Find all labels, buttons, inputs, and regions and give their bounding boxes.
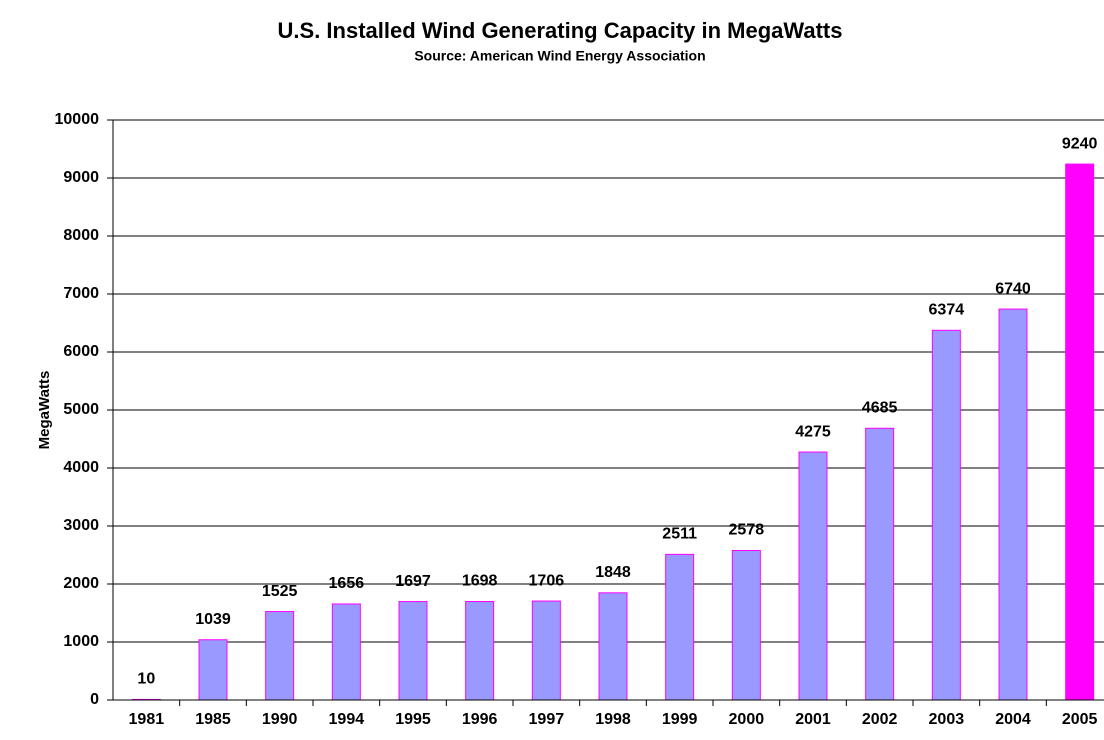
x-tick-label: 1981: [129, 711, 165, 728]
bar: [731, 549, 761, 701]
y-tick-label: 4000: [63, 459, 99, 476]
value-label: 2578: [729, 522, 765, 539]
y-tick-label: 9000: [63, 169, 99, 186]
value-label: 4685: [862, 399, 898, 416]
x-tick-label: 2002: [862, 711, 898, 728]
x-tick-label: 2005: [1062, 711, 1098, 728]
bar: [465, 601, 495, 701]
chart-title: U.S. Installed Wind Generating Capacity …: [278, 18, 843, 43]
value-label: 6740: [995, 280, 1031, 297]
value-label: 1039: [195, 611, 231, 628]
x-tick-label: 1997: [529, 711, 565, 728]
x-tick-label: 2003: [929, 711, 965, 728]
bar: [531, 600, 561, 701]
y-tick-label: 5000: [63, 401, 99, 418]
value-label: 1697: [395, 573, 431, 590]
value-label: 1698: [462, 573, 498, 590]
y-tick-label: 7000: [63, 285, 99, 302]
bar: [798, 451, 828, 701]
x-tick-label: 1990: [262, 711, 298, 728]
value-label: 1525: [262, 583, 298, 600]
value-label: 1656: [329, 575, 365, 592]
x-tick-label: 1995: [395, 711, 431, 728]
value-label: 10: [137, 671, 155, 688]
y-tick-label: 3000: [63, 517, 99, 534]
y-tick-label: 10000: [55, 111, 100, 128]
value-label: 1848: [595, 564, 631, 581]
chart-subtitle: Source: American Wind Energy Association: [414, 48, 705, 64]
value-label: 9240: [1062, 135, 1098, 152]
value-label: 1706: [529, 572, 565, 589]
bar: [998, 308, 1028, 701]
x-tick-label: 1985: [195, 711, 231, 728]
bar: [665, 553, 695, 701]
x-tick-label: 1996: [462, 711, 498, 728]
bar: [265, 611, 295, 701]
bar: [865, 427, 895, 701]
y-tick-label: 0: [90, 691, 99, 708]
x-tick-label: 2000: [729, 711, 765, 728]
bar: [1065, 163, 1095, 701]
value-label: 4275: [795, 423, 831, 440]
bar: [598, 592, 628, 701]
bar: [198, 639, 228, 701]
x-tick-label: 2001: [795, 711, 831, 728]
value-label: 6374: [929, 302, 965, 319]
x-tick-label: 1998: [595, 711, 631, 728]
y-tick-label: 1000: [63, 633, 99, 650]
bar: [931, 329, 961, 701]
x-tick-label: 1994: [329, 711, 365, 728]
x-tick-label: 2004: [995, 711, 1031, 728]
y-tick-label: 6000: [63, 343, 99, 360]
bar: [331, 603, 361, 701]
bar: [398, 601, 428, 701]
x-tick-label: 1999: [662, 711, 698, 728]
y-tick-label: 2000: [63, 575, 99, 592]
y-axis-label: MegaWatts: [36, 371, 53, 450]
y-tick-label: 8000: [63, 227, 99, 244]
value-label: 2511: [662, 526, 697, 543]
